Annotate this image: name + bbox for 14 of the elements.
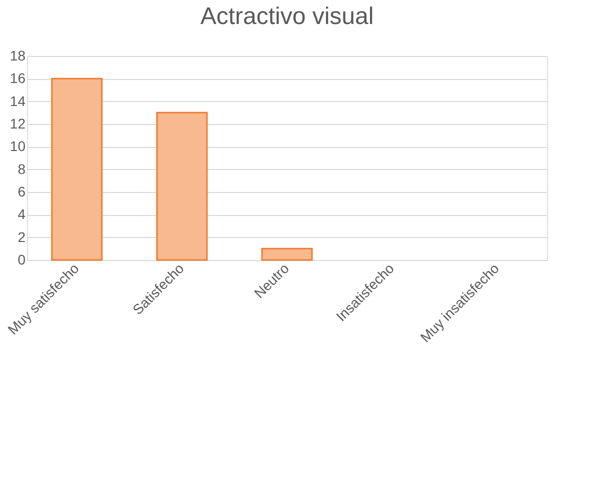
y-tick-label: 18 (10, 48, 26, 64)
y-tick-label: 10 (10, 138, 26, 154)
bar (156, 112, 208, 261)
y-tick-label: 6 (18, 184, 26, 200)
chart-title: Actractivo visual (200, 3, 374, 30)
bar (261, 248, 313, 261)
y-tick-label: 4 (18, 206, 26, 222)
y-tick-label: 0 (18, 252, 26, 268)
y-tick-label: 16 (10, 70, 26, 86)
y-tick-label: 2 (18, 228, 26, 245)
y-tick-label: 14 (10, 92, 26, 109)
y-tick-label: 12 (10, 116, 26, 132)
bar (51, 78, 103, 261)
y-tick-label: 8 (18, 160, 26, 177)
